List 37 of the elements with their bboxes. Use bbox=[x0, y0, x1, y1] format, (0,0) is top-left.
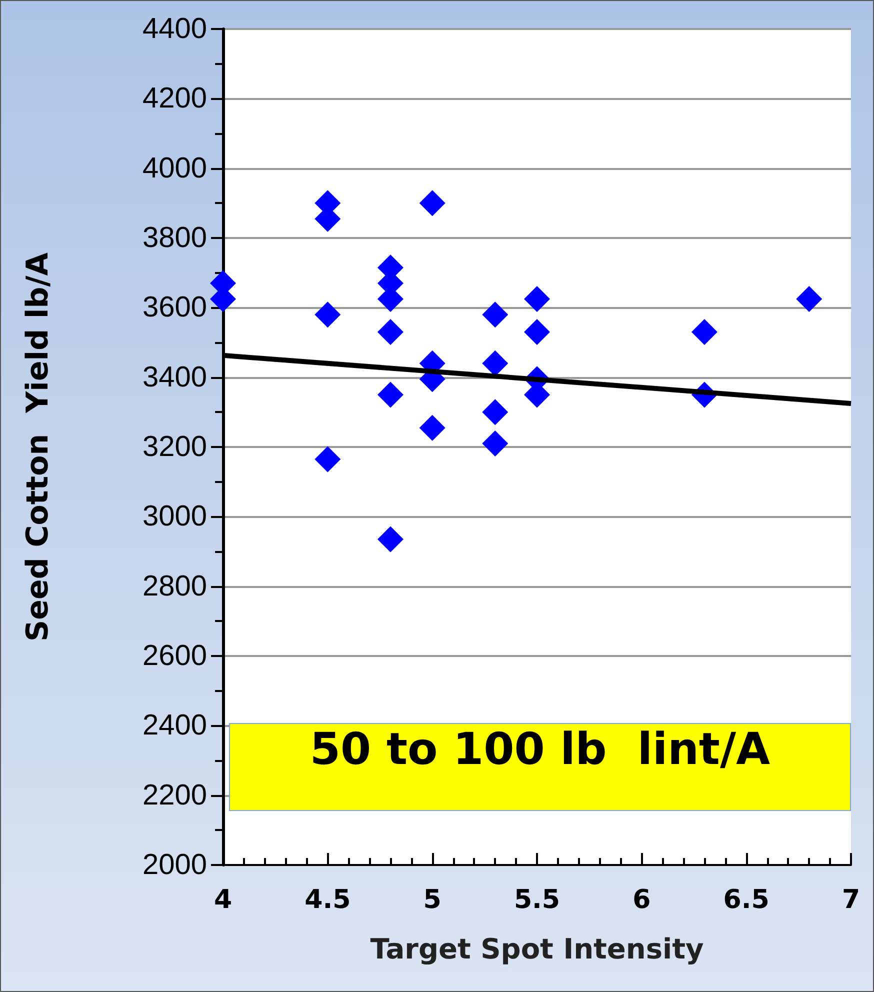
x-tick-label: 4 bbox=[214, 885, 232, 915]
x-tick-label: 6 bbox=[632, 885, 651, 915]
y-tick-label: 3600 bbox=[142, 292, 207, 324]
y-tick-label: 2800 bbox=[142, 570, 207, 602]
note-box: 50 to 100 lb lint/A bbox=[229, 723, 851, 811]
point bbox=[314, 302, 341, 328]
y-tick-label: 3800 bbox=[142, 222, 207, 254]
y-tick-label: 2400 bbox=[142, 710, 207, 742]
y-axis-title: Seed Cotton Yield lb/A bbox=[20, 252, 56, 642]
x-tick-label: 4.5 bbox=[304, 885, 351, 915]
x-tick-label: 7 bbox=[842, 885, 860, 915]
point bbox=[524, 286, 550, 312]
point bbox=[524, 319, 550, 346]
y-tick-label: 3000 bbox=[142, 500, 207, 533]
point bbox=[377, 526, 404, 552]
x-tick-label: 5.5 bbox=[514, 885, 560, 915]
point bbox=[377, 382, 404, 408]
point bbox=[482, 399, 508, 426]
y-tick-label: 3400 bbox=[142, 361, 207, 394]
y-tick-label: 3200 bbox=[142, 431, 207, 463]
point bbox=[482, 302, 508, 328]
point bbox=[482, 430, 508, 457]
y-tick-label: 2600 bbox=[142, 640, 207, 672]
y-tick-label: 4400 bbox=[142, 13, 207, 45]
x-tick-label: 6.5 bbox=[723, 885, 770, 915]
point bbox=[796, 286, 822, 312]
y-tick-label: 4000 bbox=[142, 152, 207, 184]
point bbox=[314, 446, 341, 472]
x-tick-label: 5 bbox=[423, 885, 442, 915]
y-tick-label: 2000 bbox=[142, 849, 207, 881]
point bbox=[691, 319, 718, 346]
x-axis-title: Target Spot Intensity bbox=[370, 932, 704, 966]
point bbox=[377, 319, 404, 346]
y-tick-label: 4200 bbox=[142, 82, 207, 115]
y-tick-label: 2200 bbox=[142, 779, 207, 812]
point bbox=[419, 414, 446, 441]
point bbox=[419, 190, 446, 216]
